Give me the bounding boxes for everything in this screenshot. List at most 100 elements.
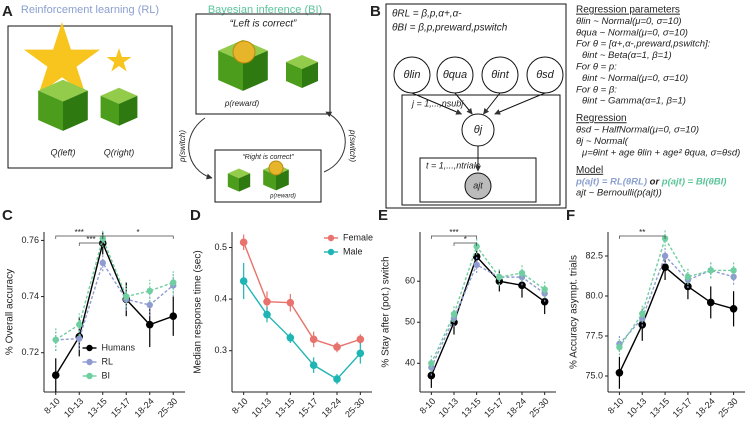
- x-tick-label: 15-17: [671, 396, 694, 419]
- section-heading: Regression: [576, 113, 627, 124]
- y-tick-label: 60: [405, 276, 415, 286]
- series-line: [243, 242, 361, 348]
- formula: θint ~ Normal(μ=0, σ=10): [582, 73, 688, 84]
- data-point: [639, 310, 646, 317]
- y-tick-label: 75.0: [585, 370, 603, 380]
- series-line: [430, 244, 546, 364]
- node: [393, 56, 431, 94]
- series-line: [55, 261, 174, 341]
- rl-title: Reinforcement learning (RL): [21, 4, 159, 16]
- x-tick-label: 13-15: [648, 396, 671, 419]
- state-label: “Left is correct”: [230, 19, 297, 30]
- section-heading: Regression parameters: [576, 5, 680, 16]
- data-point: [239, 277, 248, 285]
- data-point: [51, 371, 60, 379]
- data-point: [518, 281, 526, 290]
- legend-label: RL: [102, 356, 114, 366]
- significance-bracket: [619, 235, 666, 239]
- node-label: θj: [474, 124, 483, 136]
- series-line: [618, 266, 734, 374]
- formula: For θ = β:: [576, 84, 617, 95]
- x-tick-label: 10-13: [62, 396, 85, 419]
- series-line: [430, 255, 546, 376]
- series-line: [430, 263, 546, 368]
- x-tick-label: 13-15: [85, 396, 108, 419]
- subject-plate: [401, 94, 561, 206]
- p-reward: p(reward): [224, 99, 260, 108]
- data-point: [661, 263, 669, 272]
- panel-label: A: [2, 3, 13, 20]
- x-tick-label: 10-13: [625, 396, 648, 419]
- y-axis-label: % Accuracy asympt. trials: [569, 255, 580, 369]
- panel-b: B θRL = β,p,α+,α- θBI = β,p,preward,pswi…: [370, 3, 740, 209]
- data-point: [76, 335, 83, 342]
- significance-bracket: [430, 235, 478, 239]
- q-label: Q(right): [104, 147, 135, 157]
- data-point: [518, 269, 526, 277]
- model-line: p(ajt) = RL(θRL) or p(ajt) = BI(θBI): [575, 176, 726, 187]
- node: [481, 56, 519, 94]
- p-switch: p(switch): [348, 129, 357, 162]
- legend-swatch: [86, 344, 93, 352]
- data-point: [661, 252, 669, 260]
- series-line: [618, 254, 734, 345]
- series-line: [243, 280, 361, 380]
- cube: [227, 168, 251, 192]
- legend-label: Female: [343, 232, 373, 242]
- data-point: [239, 238, 248, 247]
- significance-label: ***: [449, 228, 458, 237]
- bi-title: Bayesian inference (BI): [208, 4, 322, 16]
- x-tick-label: 25-30: [716, 396, 739, 419]
- y-axis-label: % Stay after (pot.) switch: [381, 256, 392, 367]
- formula: For θ = [α+,α-,preward,pswitch]:: [576, 39, 711, 50]
- legend-swatch: [327, 234, 335, 242]
- x-tick-label: 8-10: [606, 396, 626, 416]
- significance-label: ***: [86, 235, 95, 244]
- node-label: θlin: [404, 69, 421, 81]
- significance-bracket: [453, 242, 478, 246]
- x-tick-label: 15-17: [296, 396, 319, 419]
- legend-label: Male: [343, 246, 363, 256]
- data-point: [99, 259, 106, 267]
- node: [464, 172, 492, 200]
- panel-label: D: [190, 207, 201, 224]
- cube: [38, 79, 88, 131]
- data-point: [333, 343, 341, 351]
- formula: θj ~ Normal(: [576, 136, 629, 147]
- edge: [454, 92, 473, 115]
- data-point: [146, 301, 153, 309]
- y-tick-label: 0.5: [214, 242, 227, 252]
- edge: [494, 92, 546, 115]
- data-point: [428, 360, 435, 367]
- y-tick-label: 50: [405, 317, 415, 327]
- data-point: [146, 287, 153, 295]
- model-part: p(ajt) = RL(θRL): [575, 176, 647, 187]
- node-label: θint: [491, 69, 510, 81]
- data-point: [541, 286, 548, 293]
- data-point: [730, 267, 737, 274]
- x-tick-label: 13-15: [273, 396, 296, 419]
- coin: [232, 40, 256, 64]
- significance-bracket: [102, 235, 174, 239]
- x-tick-label: 18-24: [132, 396, 155, 419]
- data-point: [473, 261, 480, 269]
- data-point: [52, 336, 59, 343]
- small-star: [106, 48, 132, 72]
- data-point: [145, 320, 154, 329]
- node-label: ajt: [473, 180, 483, 190]
- x-tick-label: 15-17: [482, 396, 505, 419]
- x-tick-label: 25-30: [343, 396, 366, 419]
- data-point: [473, 243, 480, 250]
- node: [526, 56, 564, 94]
- y-tick-label: 0.72: [21, 347, 39, 357]
- model-box: [385, 3, 567, 209]
- x-tick-label: 8-10: [418, 396, 438, 416]
- chart: C % Overall accuracy 0.72 0.74 0.76 8-10 10-13…: [2, 207, 185, 419]
- switch-arrow: [323, 111, 346, 173]
- y-tick-label: 77.5: [585, 330, 603, 340]
- x-tick-label: 8-10: [230, 396, 250, 416]
- panel-a: A Reinforcement learning (RL) Bayesian i…: [2, 3, 357, 203]
- data-point: [356, 335, 365, 344]
- coin: [268, 160, 284, 176]
- theta-bi: θBI = β,p,preward,pswitch: [392, 23, 508, 34]
